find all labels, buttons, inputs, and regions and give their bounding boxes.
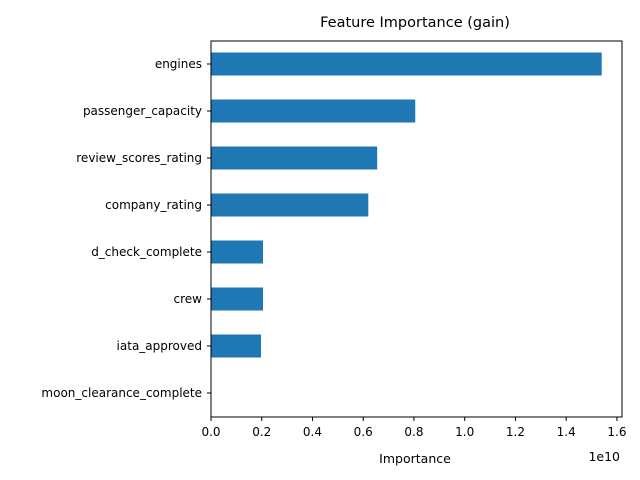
y-tick-label: engines bbox=[155, 57, 202, 71]
x-tick-label: 0.2 bbox=[252, 425, 271, 439]
x-tick-label: 0.6 bbox=[354, 425, 373, 439]
y-tick-label: moon_clearance_complete bbox=[41, 386, 202, 400]
x-tick-label: 0.4 bbox=[303, 425, 322, 439]
plot-area-frame bbox=[210, 40, 623, 418]
x-axis-label: Importance bbox=[379, 451, 451, 466]
y-tick-label: company_rating bbox=[105, 198, 202, 212]
x-tick-label: 1.2 bbox=[506, 425, 525, 439]
y-tick-label: crew bbox=[174, 292, 203, 306]
bar-crew bbox=[211, 287, 264, 311]
bar-d-check-complete bbox=[211, 240, 264, 264]
bar-engines bbox=[211, 52, 602, 76]
bar-review-scores-rating bbox=[211, 146, 378, 170]
x-tick-label: 0.8 bbox=[404, 425, 423, 439]
x-tick-label: 1.4 bbox=[557, 425, 576, 439]
bar-company-rating bbox=[211, 193, 369, 217]
chart-title: Feature Importance (gain) bbox=[320, 15, 510, 31]
bar-passenger-capacity bbox=[211, 99, 416, 123]
bar-iata-approved bbox=[211, 334, 261, 358]
y-axis-ticks: engines passenger_capacity review_scores_r… bbox=[41, 57, 211, 400]
bars-layer bbox=[211, 52, 602, 358]
y-tick-label: d_check_complete bbox=[91, 245, 202, 259]
x-axis-ticks: 0.0 0.2 0.4 0.6 0.8 1.0 1.2 1.4 1.6 bbox=[201, 417, 626, 439]
y-tick-label: passenger_capacity bbox=[83, 104, 202, 118]
x-tick-label: 1.0 bbox=[455, 425, 474, 439]
x-axis-scale-label: 1e10 bbox=[588, 449, 620, 464]
x-tick-label: 0.0 bbox=[201, 425, 220, 439]
y-tick-label: iata_approved bbox=[117, 339, 202, 353]
y-tick-label: review_scores_rating bbox=[76, 151, 202, 165]
x-tick-label: 1.6 bbox=[607, 425, 626, 439]
